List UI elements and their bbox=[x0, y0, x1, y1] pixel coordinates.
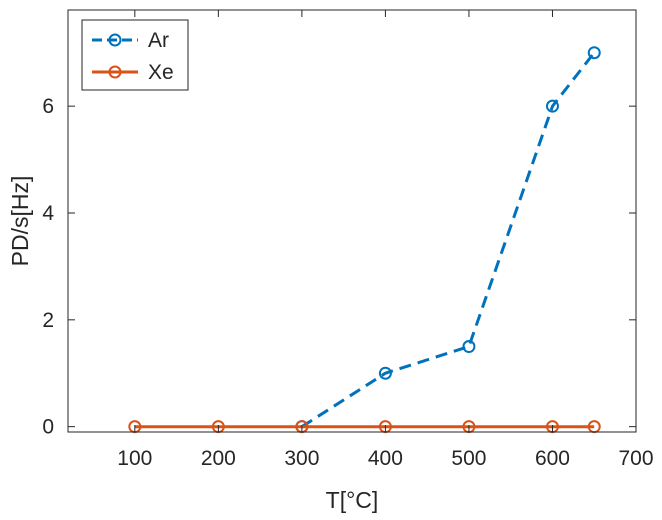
legend-box bbox=[81, 19, 189, 91]
data-point-ar bbox=[545, 99, 559, 113]
data-point-ar bbox=[587, 46, 601, 60]
legend: Ar Xe bbox=[81, 19, 189, 91]
y-tick-label: 6 bbox=[42, 95, 54, 118]
x-tick-label: 700 bbox=[618, 447, 653, 470]
x-tick-label: 300 bbox=[284, 447, 319, 470]
legend-label-ar: Ar bbox=[148, 29, 169, 52]
axes-layer: 100 200 300 400 500 600 700 0 2 4 6 bbox=[42, 9, 654, 470]
x-tick-label: 500 bbox=[451, 447, 486, 470]
x-tick-label: 200 bbox=[201, 447, 236, 470]
y-tick-label: 2 bbox=[42, 309, 54, 332]
legend-label-xe: Xe bbox=[148, 61, 174, 84]
x-tick-label: 100 bbox=[117, 447, 152, 470]
x-axis-label: T[°C] bbox=[326, 487, 379, 513]
series-line-ar bbox=[301, 51, 596, 428]
y-tick-label: 4 bbox=[42, 202, 54, 225]
x-tick-label: 600 bbox=[535, 447, 570, 470]
data-point-ar bbox=[462, 340, 476, 354]
legend-marker-xe bbox=[108, 65, 122, 79]
y-tick-label: 0 bbox=[42, 416, 54, 439]
x-tick-label: 400 bbox=[368, 447, 403, 470]
legend-marker-ar bbox=[108, 33, 122, 47]
y-axis-label: PD/s[Hz] bbox=[7, 176, 33, 267]
axes-box bbox=[67, 9, 637, 433]
series-ar bbox=[295, 46, 601, 434]
data-point-ar bbox=[378, 366, 392, 380]
